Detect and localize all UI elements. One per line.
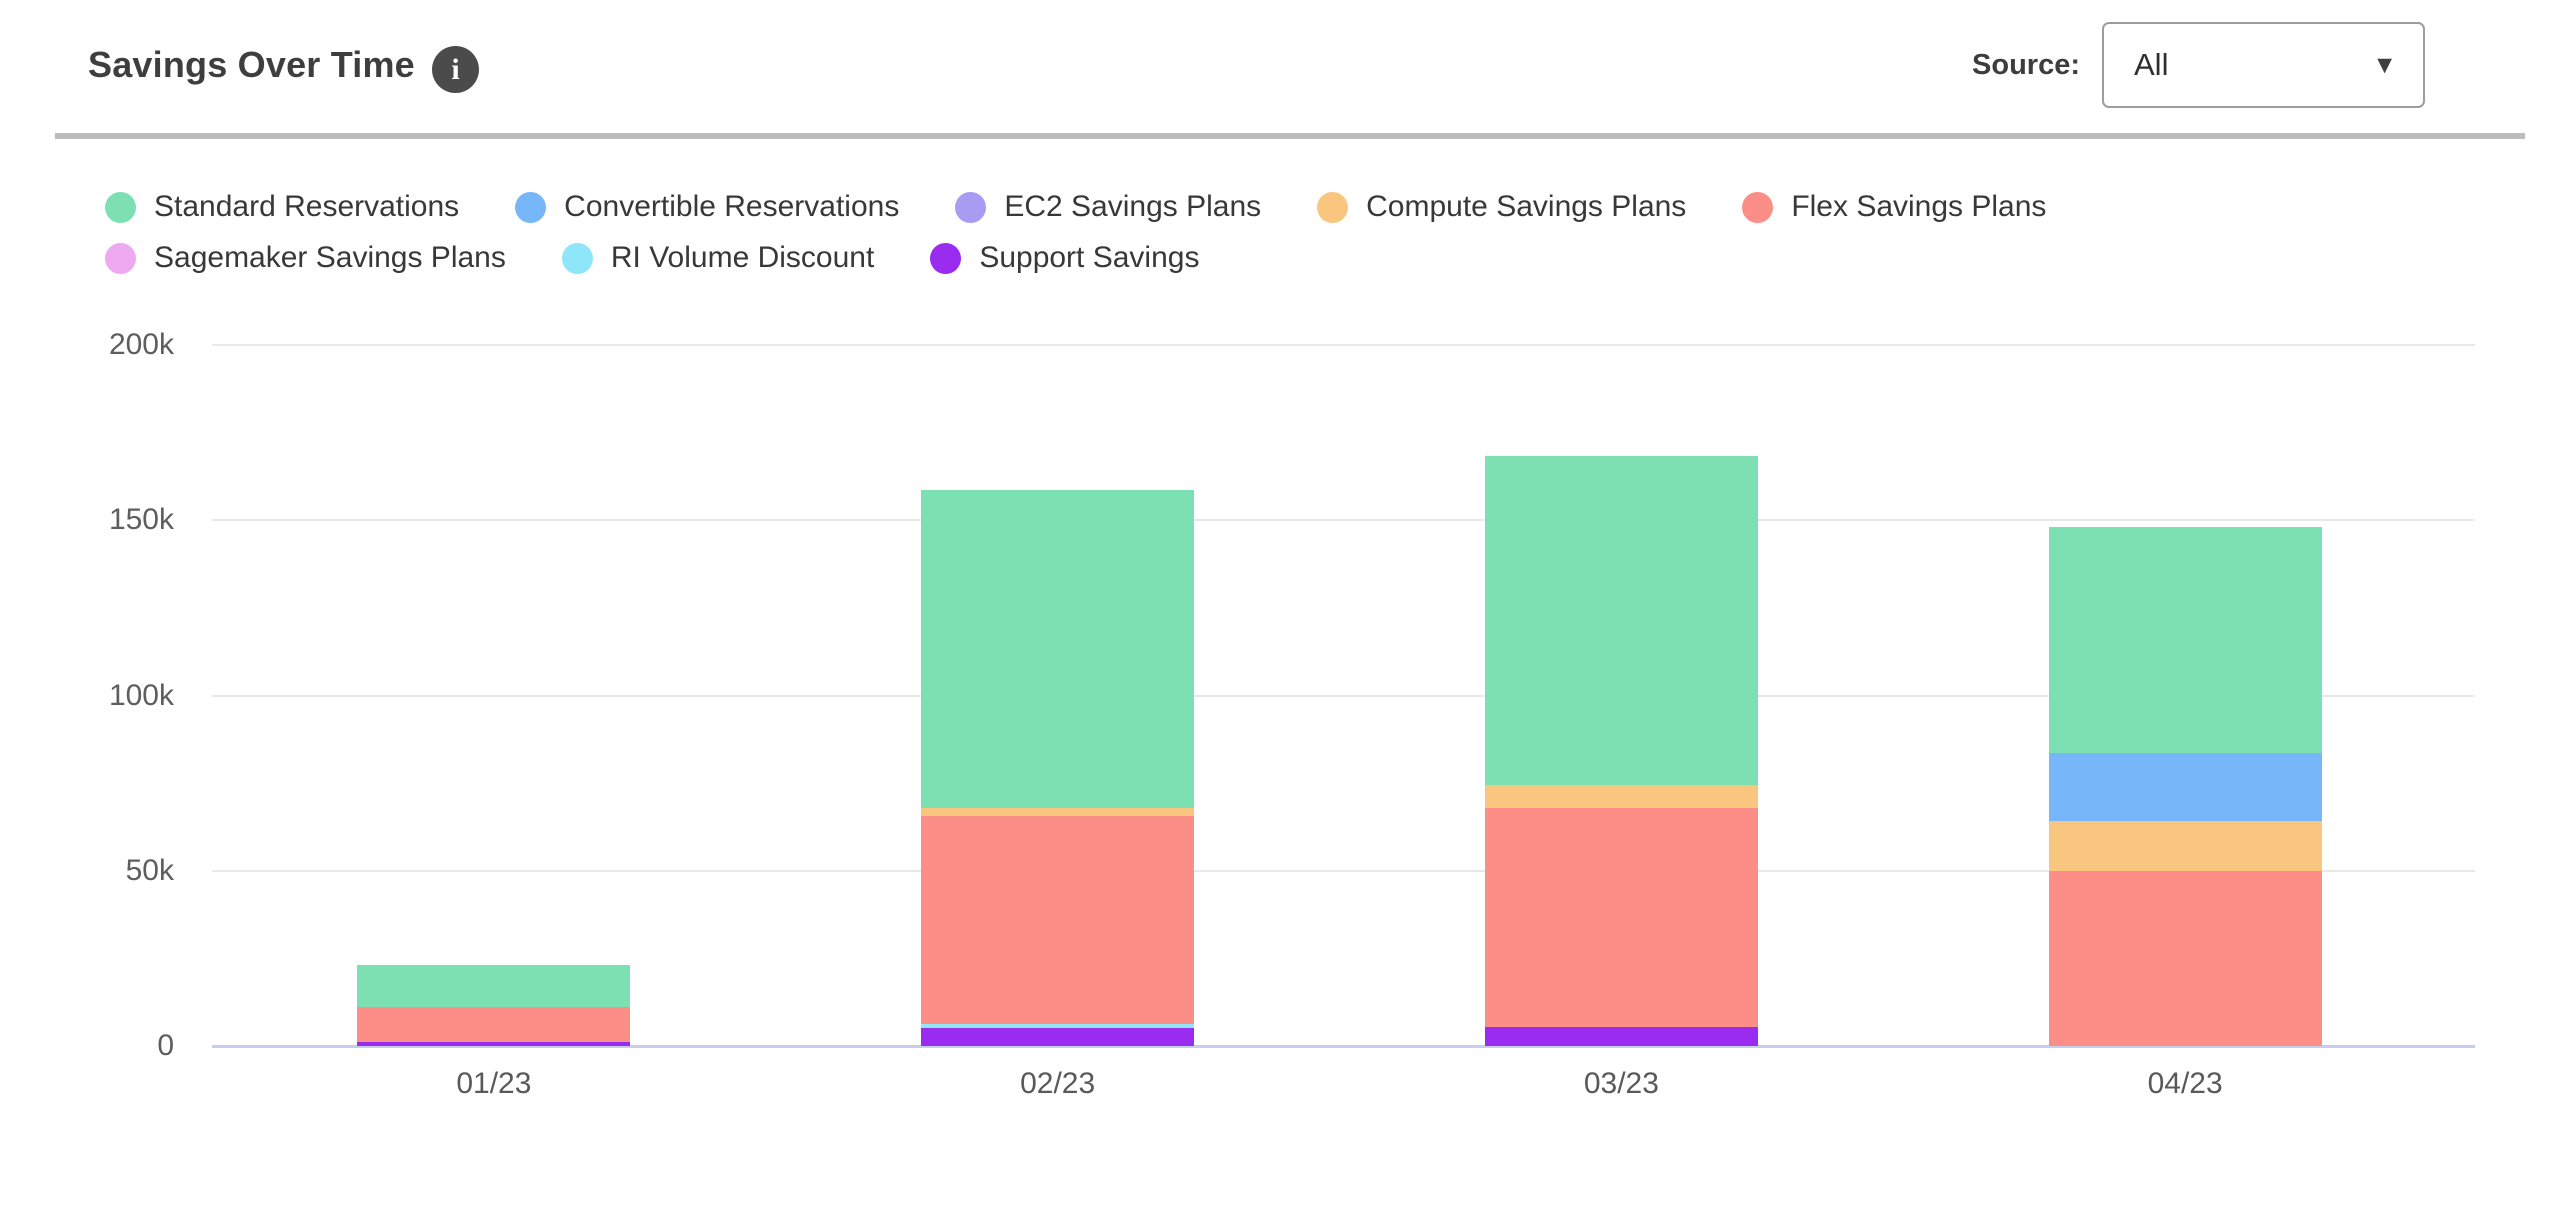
legend-item-compute-savings-plans[interactable]: Compute Savings Plans (1317, 190, 1686, 224)
bar-segment-03-23-compute-savings-plans[interactable] (1484, 784, 1758, 808)
bar-segment-02-23-ri-volume-discount[interactable] (921, 1024, 1195, 1029)
source-label: Source: (1972, 48, 2080, 81)
bar-segment-02-23-standard-reservations[interactable] (921, 490, 1195, 808)
chevron-down-icon: ▼ (2372, 50, 2397, 79)
legend-label: Compute Savings Plans (1366, 190, 1687, 223)
bar-segment-03-23-support-savings[interactable] (1484, 1026, 1758, 1046)
legend-item-convertible-reservations[interactable]: Convertible Reservations (515, 190, 899, 224)
bar-segment-02-23-compute-savings-plans[interactable] (921, 807, 1195, 816)
y-axis-tick-label: 0 (157, 1029, 174, 1062)
legend-label: Support Savings (979, 241, 1200, 274)
legend-row: Sagemaker Savings Plans RI Volume Discoun… (105, 241, 2046, 275)
legend-item-ec2-savings-plans[interactable]: EC2 Savings Plans (955, 190, 1261, 224)
x-axis-tick-label-02-23: 02/23 (1020, 1067, 1096, 1100)
legend-item-standard-reservations[interactable]: Standard Reservations (105, 190, 459, 224)
legend-label: Sagemaker Savings Plans (154, 241, 506, 274)
source-group: Source: All ▼ (1972, 22, 2425, 108)
legend-item-ri-volume-discount[interactable]: RI Volume Discount (561, 241, 875, 275)
legend-row: Standard Reservations Convertible Reserva… (105, 190, 2046, 224)
legend-item-support-savings[interactable]: Support Savings (930, 241, 1199, 275)
x-axis-tick-label-01-23: 01/23 (456, 1067, 532, 1100)
legend-dot-sagemaker-savings-plans (105, 242, 136, 274)
gridline-150k (212, 519, 2475, 522)
source-dropdown-value: All (2134, 47, 2169, 82)
bar-segment-02-23-support-savings[interactable] (921, 1028, 1195, 1046)
legend-dot-compute-savings-plans (1317, 191, 1349, 223)
gridline-50k (212, 869, 2475, 872)
source-dropdown[interactable]: All ▼ (2102, 22, 2425, 108)
y-axis-tick-label: 150k (108, 503, 174, 537)
legend-label: RI Volume Discount (610, 241, 875, 274)
y-axis-tick-label: 50k (125, 853, 174, 887)
legend-dot-ri-volume-discount (561, 242, 593, 274)
page-title: Savings Over Time (88, 44, 415, 85)
legend-dot-flex-savings-plans (1742, 191, 1774, 223)
y-axis-tick-label: 100k (108, 678, 174, 712)
bar-segment-02-23-flex-savings-plans[interactable] (921, 815, 1195, 1025)
info-icon[interactable]: i (432, 46, 479, 93)
legend-dot-support-savings (930, 242, 962, 274)
x-axis-line (212, 1045, 2475, 1048)
y-axis-tick-label: 200k (108, 328, 174, 361)
bar-segment-01-23-standard-reservations[interactable] (357, 965, 631, 1008)
legend-label: Convertible Reservations (564, 190, 900, 223)
bar-segment-01-23-support-savings[interactable] (357, 1042, 631, 1046)
gridline-200k (212, 344, 2475, 346)
legend-label: Flex Savings Plans (1791, 190, 2047, 223)
legend-dot-ec2-savings-plans (955, 191, 987, 223)
bar-segment-03-23-standard-reservations[interactable] (1484, 455, 1758, 785)
bar-segment-04-23-flex-savings-plans[interactable] (2048, 870, 2322, 1046)
legend-item-flex-savings-plans[interactable]: Flex Savings Plans (1742, 190, 2046, 224)
x-axis-tick-label-04-23: 04/23 (2147, 1067, 2223, 1100)
info-icon-glyph: i (451, 52, 460, 86)
chart-legend: Standard Reservations Convertible Reserva… (105, 190, 2046, 275)
bar-segment-03-23-flex-savings-plans[interactable] (1484, 808, 1758, 1027)
x-axis-tick-label-03-23: 03/23 (1583, 1067, 1659, 1100)
bar-segment-04-23-compute-savings-plans[interactable] (2048, 820, 2322, 871)
header-divider (55, 133, 2525, 139)
legend-label: Standard Reservations (154, 190, 460, 223)
legend-dot-standard-reservations (105, 191, 136, 223)
bar-segment-01-23-flex-savings-plans[interactable] (357, 1007, 631, 1043)
bar-segment-04-23-convertible-reservations[interactable] (2048, 753, 2322, 821)
gridline-100k (212, 694, 2475, 697)
legend-item-sagemaker-savings-plans[interactable]: Sagemaker Savings Plans (105, 241, 506, 275)
legend-dot-convertible-reservations (515, 191, 547, 223)
bar-segment-04-23-standard-reservations[interactable] (2048, 527, 2322, 754)
legend-label: EC2 Savings Plans (1004, 190, 1262, 223)
